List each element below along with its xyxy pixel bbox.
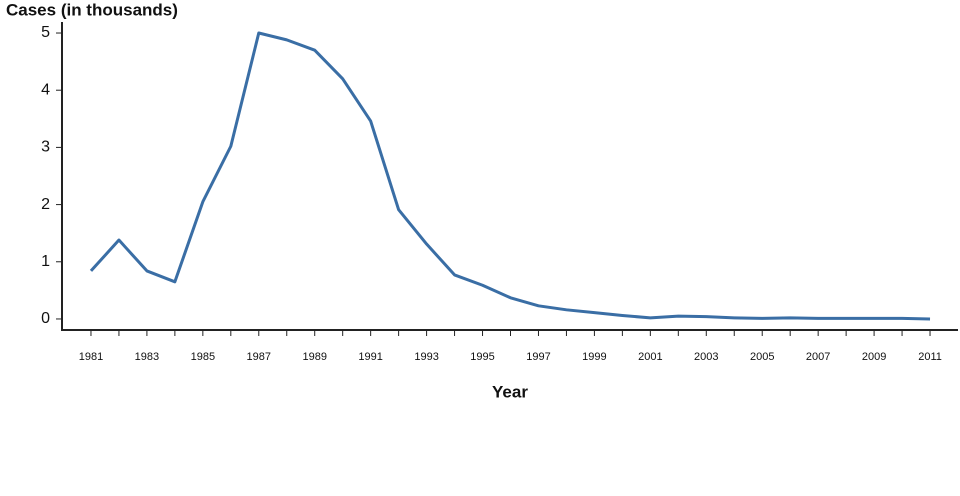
x-tick-label: 2003 [694, 351, 718, 363]
y-tick-label: 0 [41, 310, 50, 327]
x-tick-label: 1997 [526, 351, 550, 363]
x-axis-title: Year [492, 382, 528, 401]
x-tick-label: 2005 [750, 351, 774, 363]
y-tick-label: 2 [41, 196, 50, 213]
x-tick-label: 1999 [582, 351, 606, 363]
x-tick-label: 2007 [806, 351, 830, 363]
x-tick-label: 1985 [191, 351, 215, 363]
y-tick-label: 1 [41, 253, 50, 270]
y-axis-title: Cases (in thousands) [6, 0, 178, 19]
x-tick-label: 2001 [638, 351, 662, 363]
x-tick-label: 1989 [302, 351, 326, 363]
data-line [89, 31, 931, 321]
y-tick-label: 3 [41, 139, 50, 156]
x-tick-label: 1993 [414, 351, 438, 363]
x-tick-label: 1981 [79, 351, 103, 363]
y-tick-label: 4 [41, 81, 50, 98]
x-tick-label: 2009 [862, 351, 886, 363]
x-tick-label: 2011 [918, 351, 942, 363]
x-tick-label: 1991 [358, 351, 382, 363]
y-tick-label: 5 [41, 24, 50, 41]
x-tick-label: 1983 [135, 351, 159, 363]
x-tick-label: 1995 [470, 351, 494, 363]
x-tick-label: 1987 [247, 351, 271, 363]
